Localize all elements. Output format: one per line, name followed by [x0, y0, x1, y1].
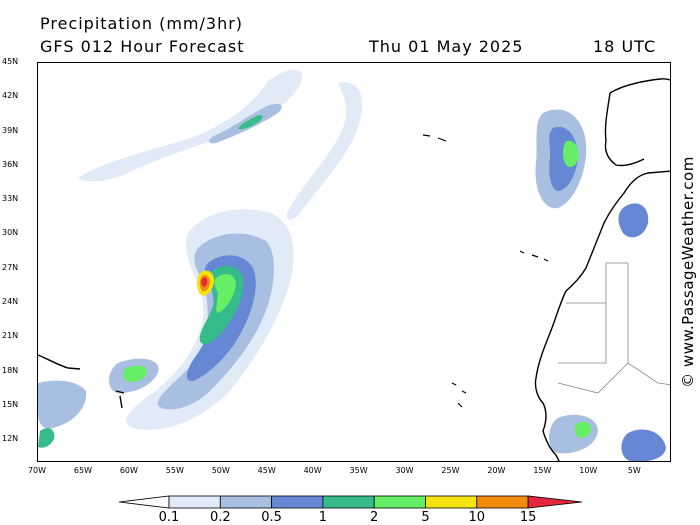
lat-label: 18N — [2, 365, 19, 375]
lat-label: 45N — [2, 57, 19, 66]
lat-label: 27N — [2, 262, 19, 272]
lon-label: 55W — [165, 466, 184, 475]
lat-label: 24N — [2, 297, 19, 306]
precip-iberia-core — [563, 140, 579, 167]
lon-label: 15W — [533, 466, 552, 475]
lon-label: 70W — [27, 466, 47, 475]
lon-label: 65W — [73, 466, 92, 475]
western-sahara-border — [558, 262, 628, 364]
africa-coast — [534, 170, 670, 461]
lon-label: 20W — [487, 466, 506, 475]
colorbar-label: 2 — [370, 510, 379, 525]
colorbar-label: 0.1 — [158, 510, 180, 525]
lon-label: 30W — [395, 466, 414, 475]
lat-label: 39N — [2, 125, 19, 135]
lon-label: 10W — [579, 466, 598, 475]
colorbar-segment — [425, 495, 478, 509]
colorbar-segment — [373, 495, 426, 509]
precip-antilles — [38, 380, 87, 429]
lon-label: 25W — [441, 466, 460, 475]
colorbar-label: 15 — [519, 510, 537, 525]
watermark: © www.PassageWeather.com — [679, 156, 697, 388]
precipitation-map — [37, 62, 671, 462]
canary-islands — [519, 250, 549, 262]
lon-label: 5W — [627, 466, 641, 475]
caribbean-islands — [38, 354, 125, 409]
colorbar-segment — [527, 495, 583, 509]
lon-label: 60W — [119, 466, 138, 475]
precip-layer — [38, 69, 666, 461]
precip-gulf-guinea — [621, 429, 666, 461]
map-canvas — [38, 69, 670, 461]
precip-system-extreme — [201, 277, 208, 287]
colorbar-label: 5 — [421, 510, 430, 525]
precip-band-north — [78, 69, 303, 182]
border-layer — [557, 262, 670, 394]
colorbar-label: 0.2 — [209, 510, 231, 525]
precip-caribbean-core — [123, 365, 147, 383]
colorbar-segment — [219, 495, 273, 509]
lat-label: 33N — [2, 194, 19, 204]
cape-verde-islands — [451, 382, 467, 408]
precip-sahel — [549, 414, 598, 454]
precip-morocco-inland — [618, 203, 649, 238]
precip-colorbar — [118, 495, 583, 509]
colorbar-segment — [476, 495, 529, 509]
lat-label: 21N — [2, 331, 19, 341]
azores-islands — [422, 134, 447, 142]
precip-band-north-core — [238, 115, 263, 130]
lon-label: 45W — [257, 466, 276, 475]
forecast-date: Thu 01 May 2025 — [369, 37, 524, 56]
lat-label: 30N — [2, 228, 19, 238]
colorbar-segment — [168, 495, 221, 509]
lat-label: 36N — [2, 159, 19, 169]
lat-label: 42N — [2, 91, 19, 101]
map-title: Precipitation (mm/3hr) — [40, 14, 244, 33]
lat-label: 15N — [2, 399, 19, 409]
precip-sahel-core — [574, 421, 592, 438]
forecast-subtitle: GFS 012 Hour Forecast — [40, 37, 245, 56]
lon-label: 35W — [349, 466, 368, 475]
precip-trail-east — [286, 82, 363, 220]
colorbar-label: 10 — [468, 510, 486, 525]
colorbar-segment — [118, 495, 170, 509]
forecast-time: 18 UTC — [593, 37, 657, 56]
iberia-coast — [604, 78, 670, 167]
coastline-layer — [38, 78, 670, 461]
precip-system-heavier — [214, 273, 236, 313]
precip-antilles-core — [38, 428, 55, 448]
mali-border — [557, 263, 670, 394]
colorbar-label: 0.5 — [261, 510, 282, 525]
lon-label: 50W — [211, 466, 230, 475]
colorbar-segment — [322, 495, 375, 509]
lat-label: 12N — [2, 434, 19, 444]
colorbar-segment — [271, 495, 324, 509]
colorbar-label: 1 — [318, 510, 328, 525]
lon-label: 40W — [303, 466, 322, 475]
